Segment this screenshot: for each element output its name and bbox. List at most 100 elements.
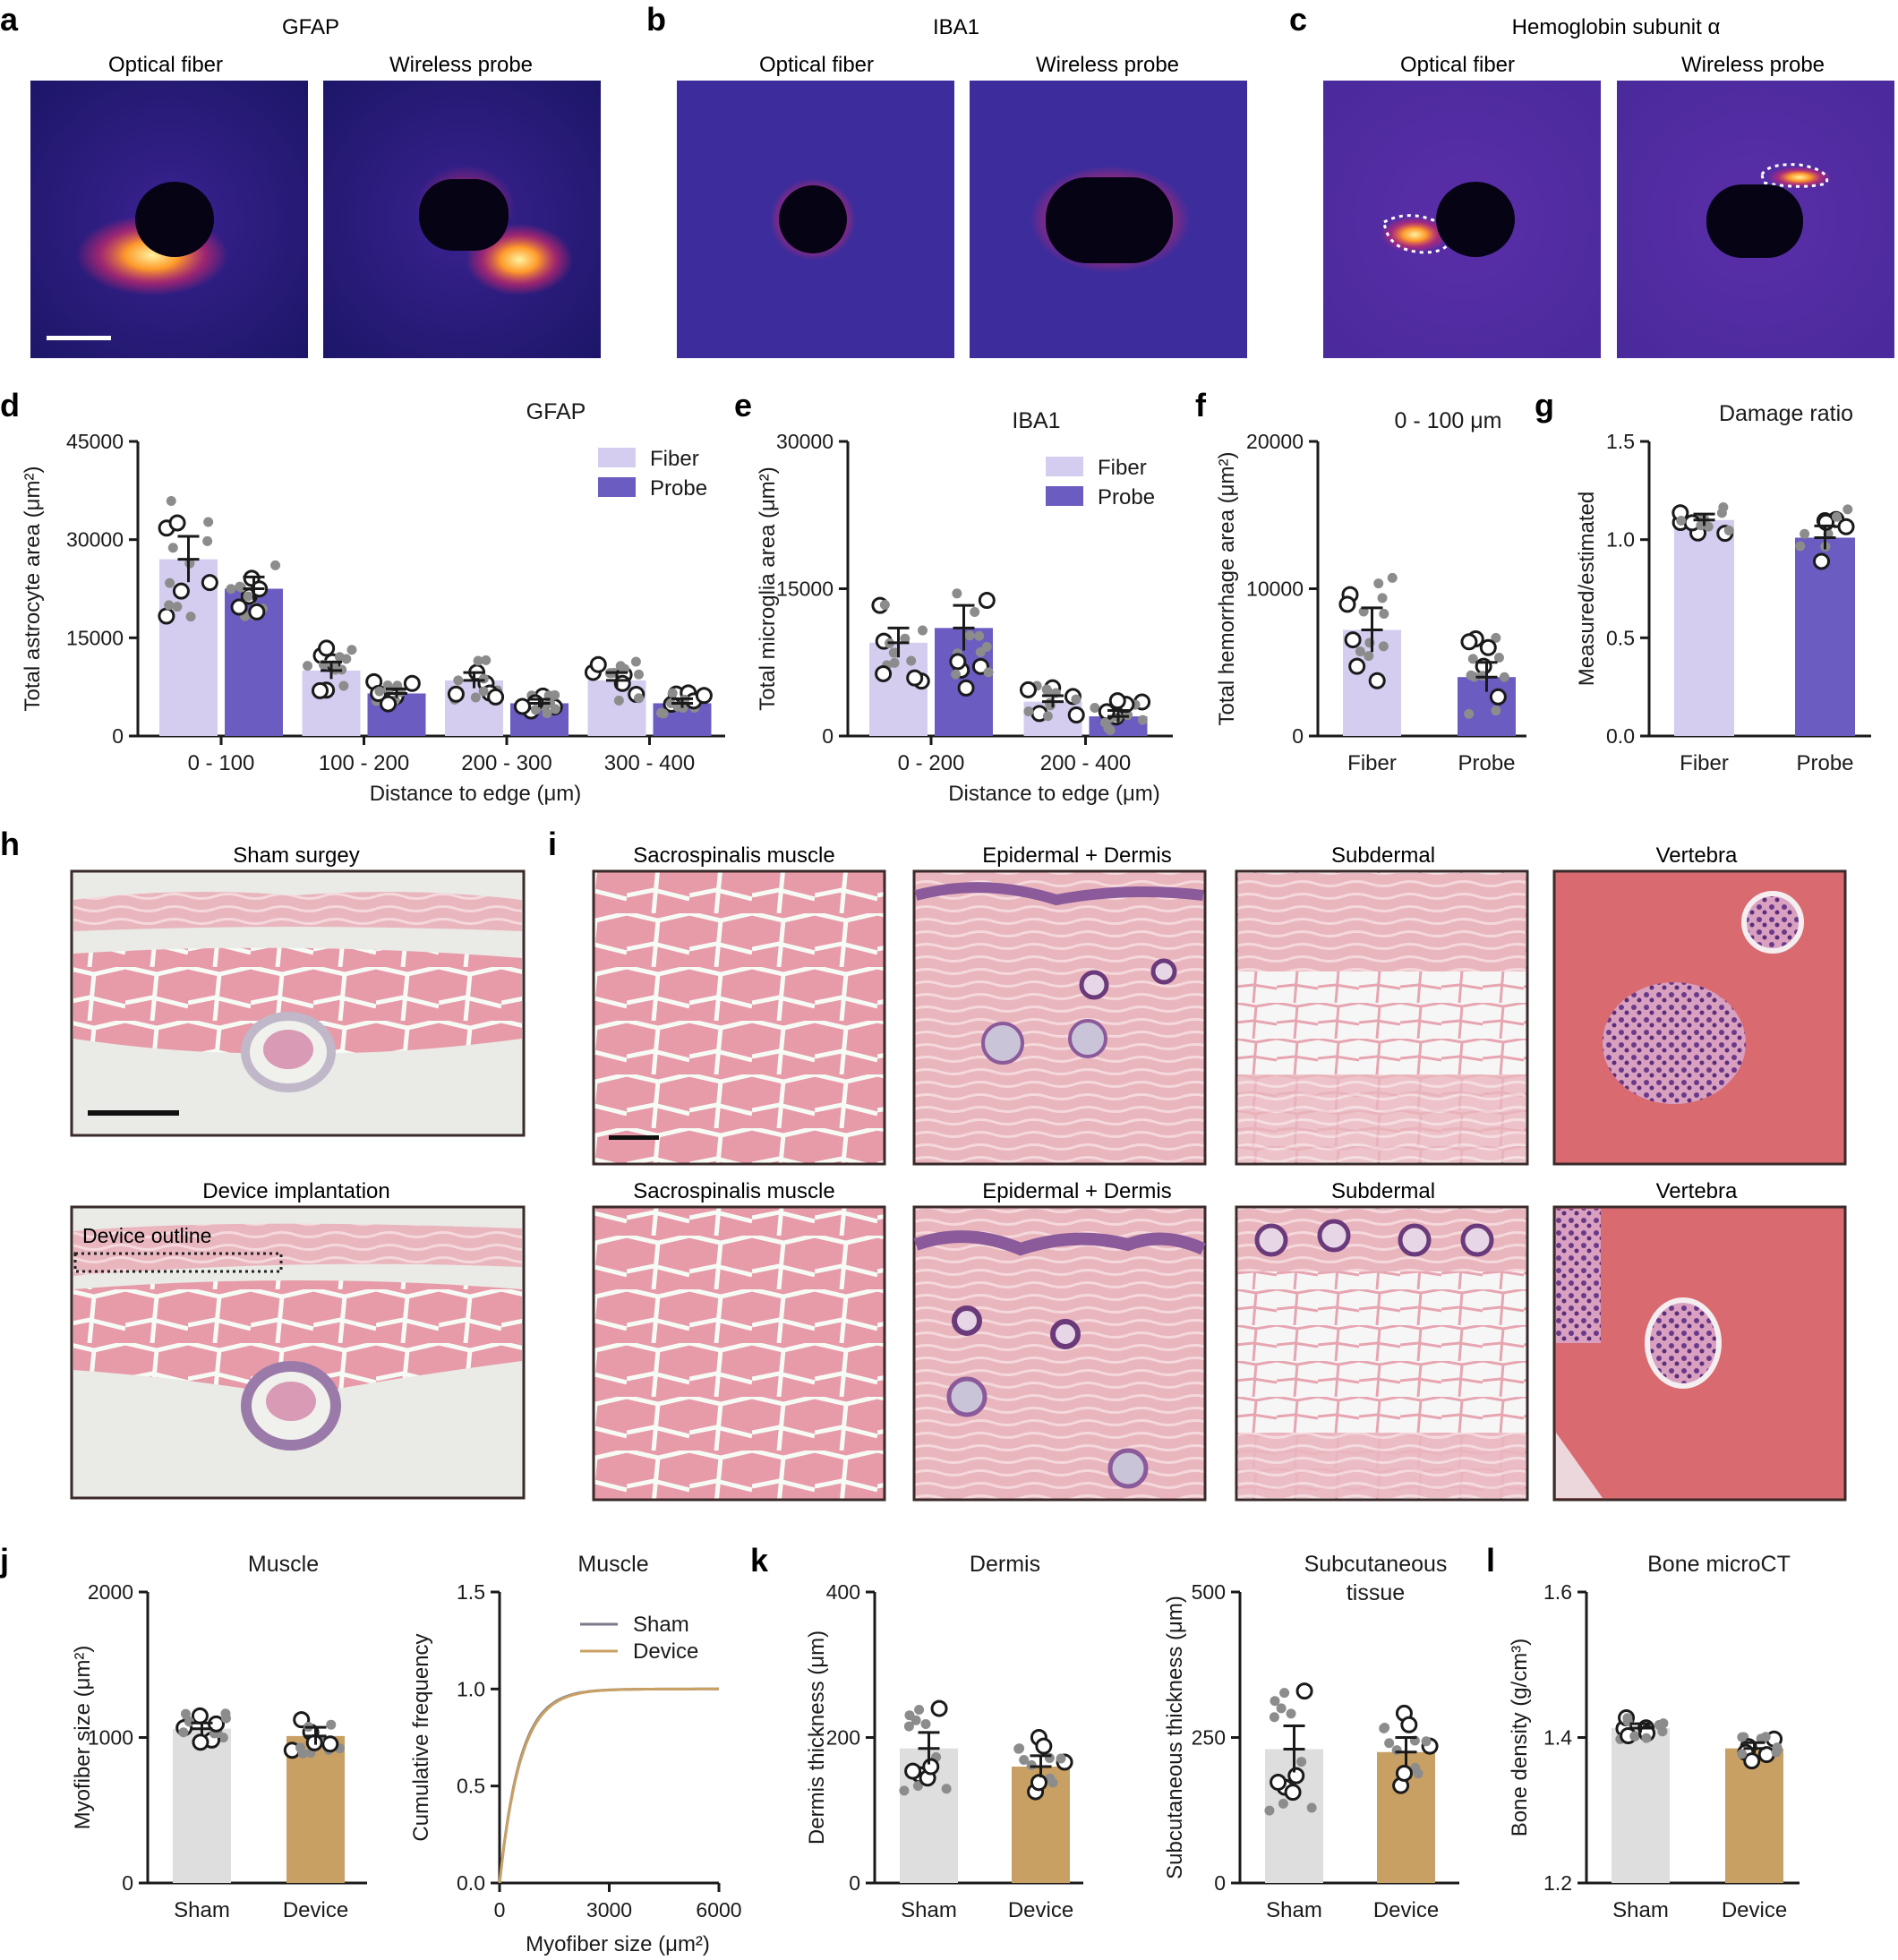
subdermal-image-bottom <box>1235 1205 1529 1502</box>
data-point <box>1023 706 1034 716</box>
y-tick-label: 0 <box>1214 1871 1226 1895</box>
data-point <box>1270 1696 1280 1707</box>
y-tick-label: 0 <box>112 724 124 748</box>
data-point <box>951 669 962 680</box>
data-point-open <box>1368 672 1386 689</box>
data-point <box>243 591 253 602</box>
data-point <box>667 688 678 698</box>
data-point-open <box>1743 1752 1761 1770</box>
data-point-open <box>1338 595 1356 613</box>
data-point-open <box>380 695 398 713</box>
data-point <box>167 543 178 553</box>
panel-i: i Sacrospinalis muscle Epidermal + Dermi… <box>548 826 1847 1502</box>
chart-j-myofiber-size: Muscle 0 1000 2000 Myofiber size (μm²) Sham De… <box>71 1552 367 1922</box>
x-tick-label: 6000 <box>696 1898 741 1921</box>
data-point-open <box>312 681 329 699</box>
legend-label: Probe <box>1098 485 1155 509</box>
data-point-open <box>191 1707 209 1725</box>
data-point-open <box>403 674 421 692</box>
data-point <box>983 667 994 678</box>
data-point <box>615 661 626 672</box>
subdermal-image-top <box>1235 869 1529 1166</box>
data-point-open <box>904 1762 922 1780</box>
data-point <box>1658 1718 1669 1729</box>
data-point-open <box>949 653 967 671</box>
panel-c: c Hemoglobin subunit α Optical fiber Wir… <box>1289 1 1894 358</box>
data-point-open <box>1030 1774 1047 1792</box>
y-axis-label: Subcutaneous thickness (μm) <box>1163 1596 1187 1879</box>
data-point <box>1278 1798 1288 1809</box>
y-axis-label: Total astrocyte area (μm²) <box>21 466 45 712</box>
data-point <box>478 686 489 697</box>
legend-swatch <box>598 448 636 467</box>
data-point <box>630 656 641 667</box>
data-point <box>1276 1703 1287 1714</box>
data-point <box>341 654 352 664</box>
data-point <box>634 669 645 680</box>
legend-label: Device <box>633 1639 698 1664</box>
chart-e-iba1: IBA1 0 15000 30000 Total microglia area (μm²… <box>756 408 1173 806</box>
data-point <box>1056 1753 1066 1764</box>
bar <box>1674 519 1734 736</box>
x-tick-label: Device <box>283 1898 348 1922</box>
data-point-open <box>922 1758 940 1776</box>
y-tick-label: 0 <box>1292 724 1304 748</box>
panel-letters-row2: d e f g <box>0 387 1554 424</box>
data-point <box>1499 672 1509 682</box>
legend-swatch <box>1046 457 1083 476</box>
panel-letter-b: b <box>646 1 666 38</box>
data-point-open <box>1067 706 1085 723</box>
x-tick-label: Sham <box>1612 1898 1669 1922</box>
y-tick-label: 0.0 <box>1606 724 1635 748</box>
data-point <box>1737 1732 1748 1742</box>
data-point <box>545 698 556 709</box>
data-point-open <box>1287 1767 1305 1785</box>
data-point <box>918 625 928 636</box>
data-point-open <box>1019 680 1037 698</box>
bar <box>1795 537 1855 736</box>
data-point <box>1286 1708 1296 1719</box>
chart-title: Muscle <box>248 1552 319 1577</box>
x-axis-label: Distance to edge (μm) <box>948 782 1160 806</box>
label-subdermal-top: Subdermal <box>1331 843 1435 868</box>
x-tick-label: 3000 <box>586 1898 632 1921</box>
label-sacrospinalis-top: Sacrospinalis muscle <box>633 843 834 868</box>
data-point-open <box>1479 638 1497 656</box>
label-epidermal-top: Epidermal + Dermis <box>982 843 1171 868</box>
chart-title: Dermis <box>970 1552 1040 1577</box>
data-point-open <box>321 1735 339 1753</box>
panel-h: h Sham surgey Device implantation Device… <box>0 826 526 1500</box>
data-point-open <box>1108 692 1126 710</box>
data-point <box>658 708 669 719</box>
data-point <box>542 708 552 719</box>
y-tick-label: 500 <box>1192 1580 1226 1604</box>
y-tick-label: 0.5 <box>457 1775 485 1798</box>
data-point <box>185 612 196 622</box>
data-point <box>1377 593 1388 603</box>
data-point <box>481 655 492 665</box>
gfap-probe-image <box>323 81 601 358</box>
data-point <box>964 630 975 641</box>
data-point <box>226 584 236 595</box>
data-point <box>1137 715 1148 725</box>
data-point <box>912 1781 923 1792</box>
data-point-open <box>318 639 336 657</box>
x-tick-label: 0 <box>494 1898 506 1921</box>
data-point <box>297 1748 308 1759</box>
panel-c-left-label: Optical fiber <box>1400 53 1515 77</box>
data-point <box>1622 1713 1633 1724</box>
panel-letter-h: h <box>0 826 20 862</box>
data-point <box>178 1727 189 1738</box>
data-point <box>1306 1802 1317 1813</box>
y-tick-label: 1.0 <box>457 1677 485 1700</box>
data-point <box>180 1708 191 1719</box>
data-point <box>1842 504 1853 515</box>
chart-f-hemorrhage: 0 - 100 μm 0 10000 20000 Total hemorrhage ar… <box>1215 408 1526 775</box>
data-point-open <box>930 1699 948 1717</box>
bar <box>286 1735 345 1883</box>
data-point-open <box>168 514 186 532</box>
data-point <box>1279 1688 1290 1699</box>
y-tick-label: 0.5 <box>1606 626 1635 649</box>
epidermal-image-bottom <box>912 1205 1207 1502</box>
